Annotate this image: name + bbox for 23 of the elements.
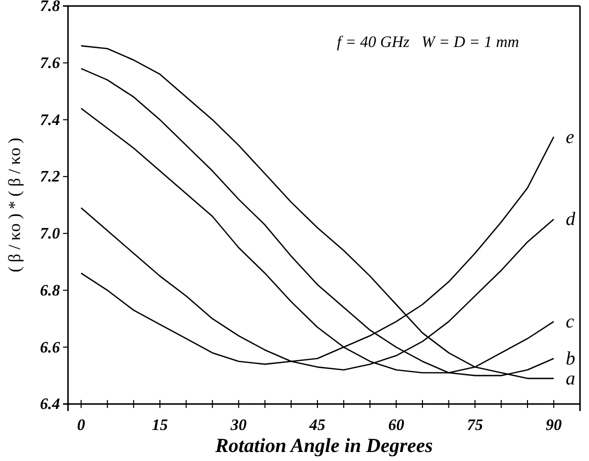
x-tick-label: 45 [308, 417, 326, 434]
y-tick-label: 7.6 [40, 54, 60, 72]
y-tick-label: 7.8 [40, 0, 60, 16]
y-tick-label: 7.2 [40, 168, 60, 186]
series-label: a [566, 368, 576, 390]
y-tick-label: 6.8 [40, 282, 60, 300]
x-tick-label: 60 [388, 417, 404, 434]
y-tick-label: 6.6 [40, 339, 60, 356]
x-tick-label: 0 [77, 417, 86, 434]
x-tick-label: 30 [230, 417, 247, 434]
series-label: c [566, 312, 575, 333]
y-tick-label: 7.4 [40, 112, 60, 129]
x-tick-label: 90 [546, 417, 562, 434]
x-tick-label: 15 [152, 417, 168, 434]
y-axis-title: ( β / κo ) * ( β / κo ) [5, 138, 24, 272]
annotation: f = 40 GHz W = D = 1 mm [336, 34, 520, 51]
y-tick-label: 7.0 [40, 226, 60, 243]
series-label: b [566, 348, 576, 370]
x-tick-label: 75 [466, 417, 483, 434]
series-label: d [566, 209, 576, 230]
x-axis-title: Rotation Angle in Degrees [214, 435, 434, 457]
series-label: e [566, 126, 574, 148]
y-tick-label: 6.4 [40, 396, 60, 414]
